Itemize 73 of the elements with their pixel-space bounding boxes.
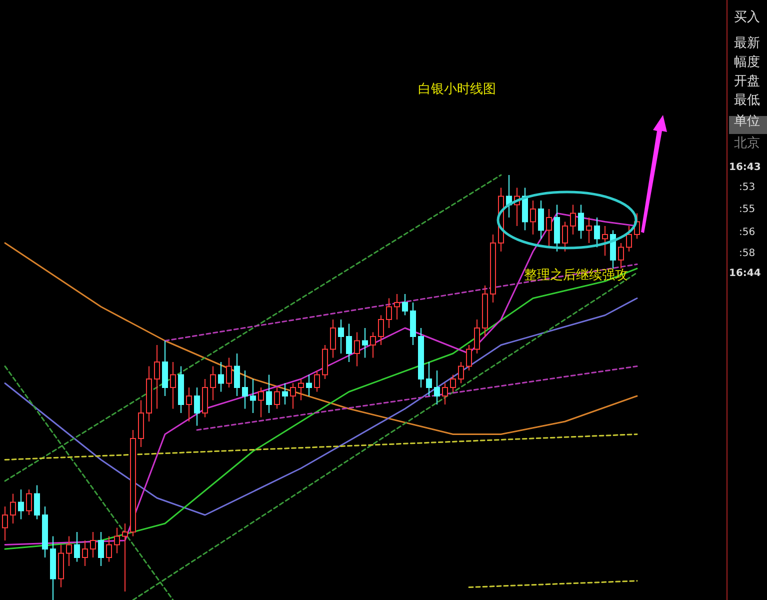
text: 买入 xyxy=(734,10,760,25)
candlestick xyxy=(170,362,176,410)
candlestick xyxy=(546,208,552,248)
candlestick xyxy=(362,328,368,358)
candlestick xyxy=(466,344,472,371)
candlestick xyxy=(586,217,592,244)
candlestick xyxy=(66,536,72,566)
candlestick xyxy=(210,366,216,401)
candlestick xyxy=(82,540,88,566)
candlestick xyxy=(474,319,480,354)
candlestick xyxy=(458,362,464,384)
candlestick xyxy=(306,374,312,396)
candlestick xyxy=(2,506,8,541)
candlestick xyxy=(74,532,80,562)
candlestick xyxy=(370,332,376,358)
candlestick xyxy=(26,489,32,516)
candlestick xyxy=(562,221,568,252)
candlestick xyxy=(450,374,456,392)
candlestick xyxy=(394,294,400,320)
candlestick xyxy=(538,200,544,240)
candlestick xyxy=(186,387,192,422)
candlestick xyxy=(314,370,320,392)
text: :58 xyxy=(739,248,756,259)
candlestick xyxy=(298,378,304,401)
text: 最新 xyxy=(734,36,760,51)
candlestick xyxy=(354,332,360,367)
candlestick xyxy=(34,484,40,520)
chart-title: 白银小时线图 xyxy=(418,82,496,97)
candlestick xyxy=(290,382,296,410)
text: 16:44 xyxy=(729,268,761,279)
candlestick xyxy=(250,378,256,414)
candlestick xyxy=(442,382,448,405)
candlestick xyxy=(434,370,440,405)
candlestick xyxy=(426,362,432,396)
candlestick xyxy=(258,387,264,418)
candlestick xyxy=(98,532,104,566)
candlestick xyxy=(330,319,336,358)
candlestick xyxy=(274,387,280,410)
text: 北京 xyxy=(734,136,760,151)
candlestick xyxy=(386,298,392,328)
text: 最低 xyxy=(734,93,760,108)
candlestick xyxy=(122,523,128,592)
candlestick xyxy=(226,357,232,388)
text: 单位 xyxy=(734,114,760,129)
candlestick xyxy=(594,217,600,248)
candlestick xyxy=(282,382,288,405)
candlestick xyxy=(242,370,248,410)
text: :56 xyxy=(739,227,756,238)
candlestick xyxy=(602,226,608,256)
text: :53 xyxy=(739,182,756,193)
candlestick xyxy=(626,226,632,252)
candlestick xyxy=(106,536,112,562)
candlestick xyxy=(578,204,584,240)
candlestick xyxy=(10,493,16,524)
candlestick xyxy=(570,204,576,235)
candlestick xyxy=(194,387,200,426)
candlestick xyxy=(218,362,224,392)
candlestick xyxy=(154,344,160,410)
candlestick xyxy=(338,319,344,354)
candlestick xyxy=(402,294,408,316)
candlestick xyxy=(90,532,96,558)
candlestick xyxy=(618,242,624,269)
text: 开盘 xyxy=(734,74,760,89)
text: 幅度 xyxy=(734,54,760,70)
candlestick xyxy=(114,527,120,554)
candlestick xyxy=(378,314,384,346)
candlestick xyxy=(18,489,24,520)
text: :55 xyxy=(739,204,756,215)
text: 16:43 xyxy=(729,162,761,173)
candlestick xyxy=(346,323,352,362)
candlestick xyxy=(266,374,272,414)
candlestick xyxy=(234,353,240,396)
candlestick xyxy=(530,200,536,235)
